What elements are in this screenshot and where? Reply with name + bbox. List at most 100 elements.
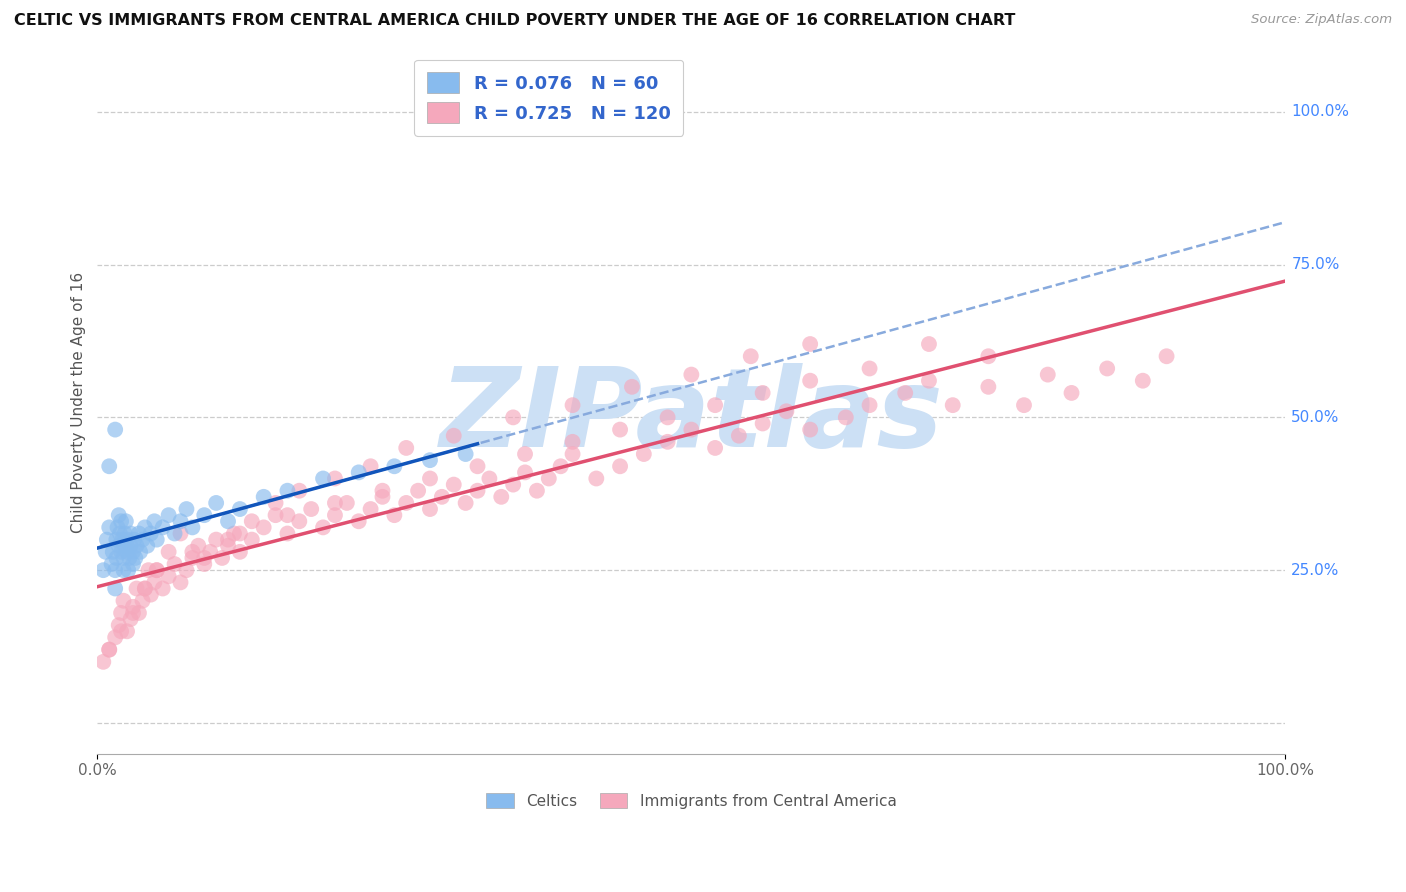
Point <box>918 337 941 351</box>
Point <box>942 398 965 412</box>
Point <box>91 655 114 669</box>
Point <box>163 557 186 571</box>
Point <box>193 557 215 571</box>
Point <box>128 606 150 620</box>
Point <box>276 508 298 523</box>
Point <box>312 520 335 534</box>
Point <box>253 520 276 534</box>
Point <box>276 483 298 498</box>
Point <box>918 374 941 388</box>
Point <box>561 434 583 449</box>
Point <box>229 545 252 559</box>
Point <box>775 404 797 418</box>
Point <box>1132 374 1154 388</box>
Point <box>347 514 370 528</box>
Point <box>96 533 118 547</box>
Point <box>112 550 135 565</box>
Point <box>122 545 145 559</box>
Point <box>799 423 821 437</box>
Point <box>169 575 191 590</box>
Point <box>502 477 524 491</box>
Point <box>131 533 153 547</box>
Text: 100.0%: 100.0% <box>1291 104 1350 120</box>
Point <box>122 533 145 547</box>
Point <box>176 563 198 577</box>
Point <box>98 520 121 534</box>
Point <box>419 502 441 516</box>
Point <box>288 514 311 528</box>
Point <box>550 459 572 474</box>
Text: ZIPatlas: ZIPatlas <box>440 363 943 470</box>
Point <box>526 483 548 498</box>
Point <box>114 539 136 553</box>
Point <box>977 380 1000 394</box>
Point <box>120 612 142 626</box>
Point <box>491 490 513 504</box>
Point <box>124 550 146 565</box>
Point <box>253 490 276 504</box>
Point <box>91 563 114 577</box>
Point <box>858 398 880 412</box>
Point <box>115 514 138 528</box>
Point <box>371 490 394 504</box>
Point <box>217 533 239 547</box>
Point <box>681 368 703 382</box>
Point <box>360 459 382 474</box>
Point <box>104 563 127 577</box>
Point <box>145 533 167 547</box>
Point <box>139 588 162 602</box>
Point <box>128 526 150 541</box>
Point <box>157 545 180 559</box>
Point <box>105 533 128 547</box>
Point <box>211 550 233 565</box>
Point <box>107 520 129 534</box>
Point <box>323 471 346 485</box>
Point <box>276 526 298 541</box>
Point <box>336 496 359 510</box>
Point <box>115 545 138 559</box>
Point <box>138 563 160 577</box>
Point <box>100 557 122 571</box>
Point <box>107 618 129 632</box>
Point <box>454 447 477 461</box>
Point <box>502 410 524 425</box>
Text: 75.0%: 75.0% <box>1291 257 1340 272</box>
Point <box>120 526 142 541</box>
Point <box>371 483 394 498</box>
Point <box>704 441 727 455</box>
Point <box>430 490 453 504</box>
Point <box>111 533 134 547</box>
Point <box>728 428 751 442</box>
Point <box>229 526 252 541</box>
Point <box>977 349 1000 363</box>
Text: 25.0%: 25.0% <box>1291 563 1340 578</box>
Point <box>751 417 773 431</box>
Point <box>740 349 762 363</box>
Point <box>139 526 162 541</box>
Point <box>264 508 287 523</box>
Point <box>609 423 631 437</box>
Point <box>110 545 132 559</box>
Point <box>382 459 405 474</box>
Point <box>419 453 441 467</box>
Point <box>105 550 128 565</box>
Point <box>101 545 124 559</box>
Point <box>112 593 135 607</box>
Point <box>125 582 148 596</box>
Point <box>478 471 501 485</box>
Text: 50.0%: 50.0% <box>1291 410 1340 425</box>
Y-axis label: Child Poverty Under the Age of 16: Child Poverty Under the Age of 16 <box>72 271 86 533</box>
Point <box>217 539 239 553</box>
Point <box>240 533 263 547</box>
Point <box>585 471 607 485</box>
Point <box>169 526 191 541</box>
Point <box>395 441 418 455</box>
Point <box>217 514 239 528</box>
Point <box>323 508 346 523</box>
Point <box>143 575 166 590</box>
Point <box>122 557 145 571</box>
Point <box>134 582 156 596</box>
Point <box>187 539 209 553</box>
Legend: Celtics, Immigrants from Central America: Celtics, Immigrants from Central America <box>478 785 904 816</box>
Point <box>145 563 167 577</box>
